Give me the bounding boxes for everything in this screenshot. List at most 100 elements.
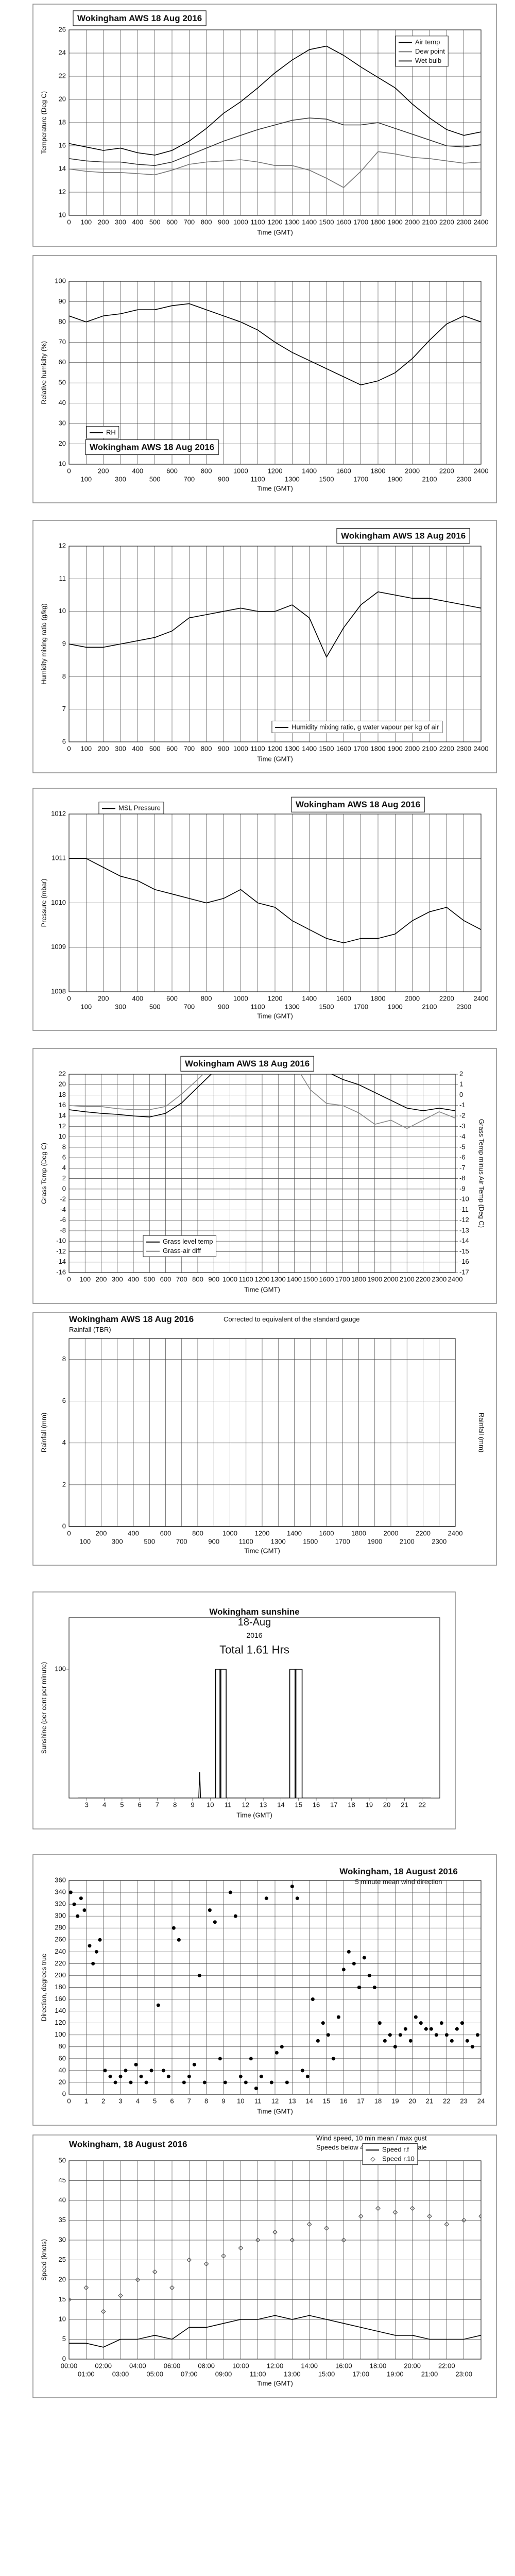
x-tick-label: 1100 bbox=[251, 475, 265, 483]
x-tick-label: 2300 bbox=[456, 218, 471, 226]
series-layer bbox=[69, 1885, 479, 2090]
x-tick-label: 200 bbox=[98, 218, 109, 226]
x-tick-label: 00:00 bbox=[61, 2362, 78, 2369]
x-tick-label: 1 bbox=[84, 2097, 88, 2105]
y-tick-label: 60 bbox=[59, 2054, 66, 2062]
x-tick-label: 18:00 bbox=[370, 2362, 387, 2369]
x-tick-label: 1500 bbox=[319, 1003, 334, 1010]
marker bbox=[161, 2069, 165, 2073]
x-tick-label: 700 bbox=[176, 1275, 187, 1283]
x-tick-label: 1200 bbox=[255, 1529, 270, 1537]
x-tick-label: 13 bbox=[288, 2097, 296, 2105]
x-tick-label: 1600 bbox=[336, 467, 351, 474]
legend-label: Speed r.f bbox=[382, 2146, 409, 2154]
y-axis-label: Direction, degrees true bbox=[40, 1954, 47, 2022]
x-tick-label: 1200 bbox=[268, 218, 283, 226]
marker bbox=[144, 2080, 148, 2084]
y-tick-label: 260 bbox=[55, 1936, 66, 1943]
x-axis-label: Time (GMT) bbox=[257, 228, 293, 236]
x-tick-label: 1800 bbox=[371, 994, 386, 1002]
marker bbox=[324, 2226, 329, 2231]
x-tick-label: 13:00 bbox=[284, 2370, 301, 2378]
y-tick-label: 0 bbox=[62, 2354, 66, 2362]
marker bbox=[403, 2027, 407, 2031]
x-tick-label: 1800 bbox=[371, 744, 386, 752]
marker bbox=[192, 2062, 196, 2066]
x-axis-label: Time (GMT) bbox=[257, 484, 293, 492]
marker bbox=[269, 2080, 273, 2084]
y-tick-label: 9 bbox=[62, 639, 66, 647]
marker bbox=[103, 2069, 107, 2073]
x-tick-label: 2100 bbox=[422, 744, 437, 752]
y-axis-label: Speed (knots) bbox=[40, 2239, 47, 2281]
x-tick-label: 1000 bbox=[233, 218, 248, 226]
x-tick-label: 3 bbox=[85, 1801, 89, 1808]
marker bbox=[83, 2285, 89, 2291]
x-tick-label: 7 bbox=[156, 1801, 159, 1808]
x-tick-label: 100 bbox=[79, 1275, 91, 1283]
marker bbox=[461, 2217, 467, 2223]
x-tick-label: 200 bbox=[96, 1275, 107, 1283]
x-tick-label: 2300 bbox=[456, 475, 471, 483]
y2-tick-label: -16 bbox=[459, 1258, 469, 1265]
x-tick-label: 22:00 bbox=[438, 2362, 455, 2369]
y-tick-label: 1010 bbox=[51, 899, 66, 906]
marker bbox=[156, 2003, 160, 2007]
x-tick-label: 07:00 bbox=[181, 2370, 198, 2378]
x-tick-label: 2300 bbox=[456, 744, 471, 752]
y2-tick-label: -12 bbox=[459, 1216, 469, 1224]
series-line bbox=[69, 45, 481, 156]
legend: RH bbox=[90, 428, 116, 436]
marker bbox=[367, 1973, 371, 1977]
marker bbox=[434, 2033, 438, 2037]
x-tick-label: 24 bbox=[477, 2097, 485, 2105]
marker bbox=[414, 2015, 418, 2019]
marker bbox=[347, 1950, 351, 1954]
x-tick-label: 400 bbox=[132, 218, 143, 226]
x-tick-label: 300 bbox=[115, 218, 126, 226]
y2-tick-label: -9 bbox=[459, 1184, 466, 1192]
y2-tick-label: 1 bbox=[459, 1080, 463, 1088]
x-axis-label: Time (GMT) bbox=[257, 755, 293, 762]
marker bbox=[272, 2229, 278, 2235]
marker bbox=[182, 2080, 186, 2084]
marker bbox=[408, 2039, 413, 2043]
marker bbox=[475, 2033, 479, 2037]
x-tick-label: 15 bbox=[323, 2097, 330, 2105]
x-tick-label: 1300 bbox=[285, 218, 300, 226]
x-tick-label: 100 bbox=[80, 475, 92, 483]
y-tick-label: 6 bbox=[62, 1397, 66, 1404]
x-tick-label: 1900 bbox=[367, 1275, 382, 1283]
y-tick-label: 50 bbox=[59, 379, 66, 386]
y-tick-label: 20 bbox=[59, 2275, 66, 2283]
series-line bbox=[69, 858, 481, 943]
x-tick-label: 2200 bbox=[416, 1529, 431, 1537]
marker bbox=[429, 2027, 433, 2031]
marker bbox=[357, 1986, 361, 1989]
x-tick-label: 14 bbox=[277, 1801, 284, 1808]
y-tick-label: -16 bbox=[56, 1268, 66, 1276]
x-tick-label: 0 bbox=[67, 1275, 71, 1283]
marker bbox=[171, 1926, 176, 1930]
series-layer bbox=[69, 591, 481, 658]
y-tick-label: 22 bbox=[59, 72, 66, 79]
marker bbox=[427, 2213, 432, 2219]
x-tick-label: 12 bbox=[242, 1801, 249, 1808]
y-tick-label: 24 bbox=[59, 48, 66, 56]
x-tick-label: 0 bbox=[67, 2097, 71, 2105]
y-tick-label: 12 bbox=[59, 1122, 66, 1130]
series-layer bbox=[69, 45, 481, 188]
x-tick-label: 300 bbox=[112, 1275, 123, 1283]
marker bbox=[388, 2033, 392, 2037]
x-tick-label: 2000 bbox=[405, 218, 420, 226]
x-axis-label: Time (GMT) bbox=[257, 2379, 293, 2387]
x-tick-label: 4 bbox=[102, 1801, 106, 1808]
marker bbox=[398, 2033, 402, 2037]
x-tick-label: 1900 bbox=[388, 1003, 403, 1010]
chart-title: Wokingham, 18 August 2016 bbox=[339, 1867, 458, 1876]
x-tick-label: 1200 bbox=[268, 467, 283, 474]
series-line bbox=[78, 1669, 431, 1798]
x-tick-label: 1000 bbox=[222, 1529, 237, 1537]
x-tick-label: 2300 bbox=[432, 1275, 447, 1283]
legend-label: RH bbox=[106, 428, 116, 436]
